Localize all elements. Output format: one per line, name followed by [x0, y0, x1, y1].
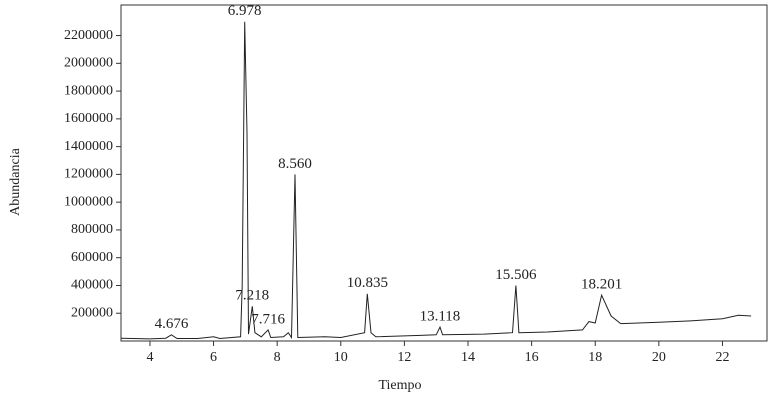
y-tick-label: 800000	[71, 222, 113, 237]
peak-label: 15.506	[495, 267, 537, 283]
peak-label: 6.978	[228, 3, 262, 19]
y-tick-label: 600000	[71, 250, 113, 265]
y-tick-label: 1400000	[64, 139, 113, 154]
peak-label: 7.716	[251, 311, 285, 327]
y-axis-label: Abundancia	[8, 147, 23, 215]
x-tick-label: 16	[525, 350, 539, 365]
x-tick-label: 22	[715, 350, 729, 365]
x-tick-label: 6	[210, 350, 217, 365]
y-tick-label: 1600000	[64, 111, 113, 126]
x-tick-label: 4	[146, 350, 153, 365]
peak-label: 13.118	[420, 309, 461, 325]
y-tick-label: 400000	[71, 278, 113, 293]
y-tick-label: 2000000	[64, 56, 113, 71]
y-tick-label: 2200000	[64, 28, 113, 43]
peak-label: 8.560	[278, 156, 312, 172]
y-tick-label: 200000	[71, 305, 113, 320]
x-tick-label: 20	[652, 350, 666, 365]
x-tick-label: 8	[274, 350, 281, 365]
x-axis-label: Tiempo	[378, 378, 421, 393]
x-tick-label: 18	[588, 350, 602, 365]
y-tick-label: 1800000	[64, 83, 113, 98]
x-tick-label: 14	[461, 350, 475, 365]
peak-label: 4.676	[155, 316, 189, 332]
chromatogram-trace	[121, 21, 752, 340]
peak-label: 7.218	[235, 288, 269, 304]
y-tick-label: 1000000	[64, 194, 113, 209]
x-tick-label: 12	[397, 350, 411, 365]
peak-label: 10.835	[347, 275, 388, 291]
plot-frame	[120, 4, 768, 342]
x-tick-label: 10	[334, 350, 348, 365]
peak-label: 18.201	[581, 277, 622, 293]
y-tick-label: 1200000	[64, 167, 113, 182]
